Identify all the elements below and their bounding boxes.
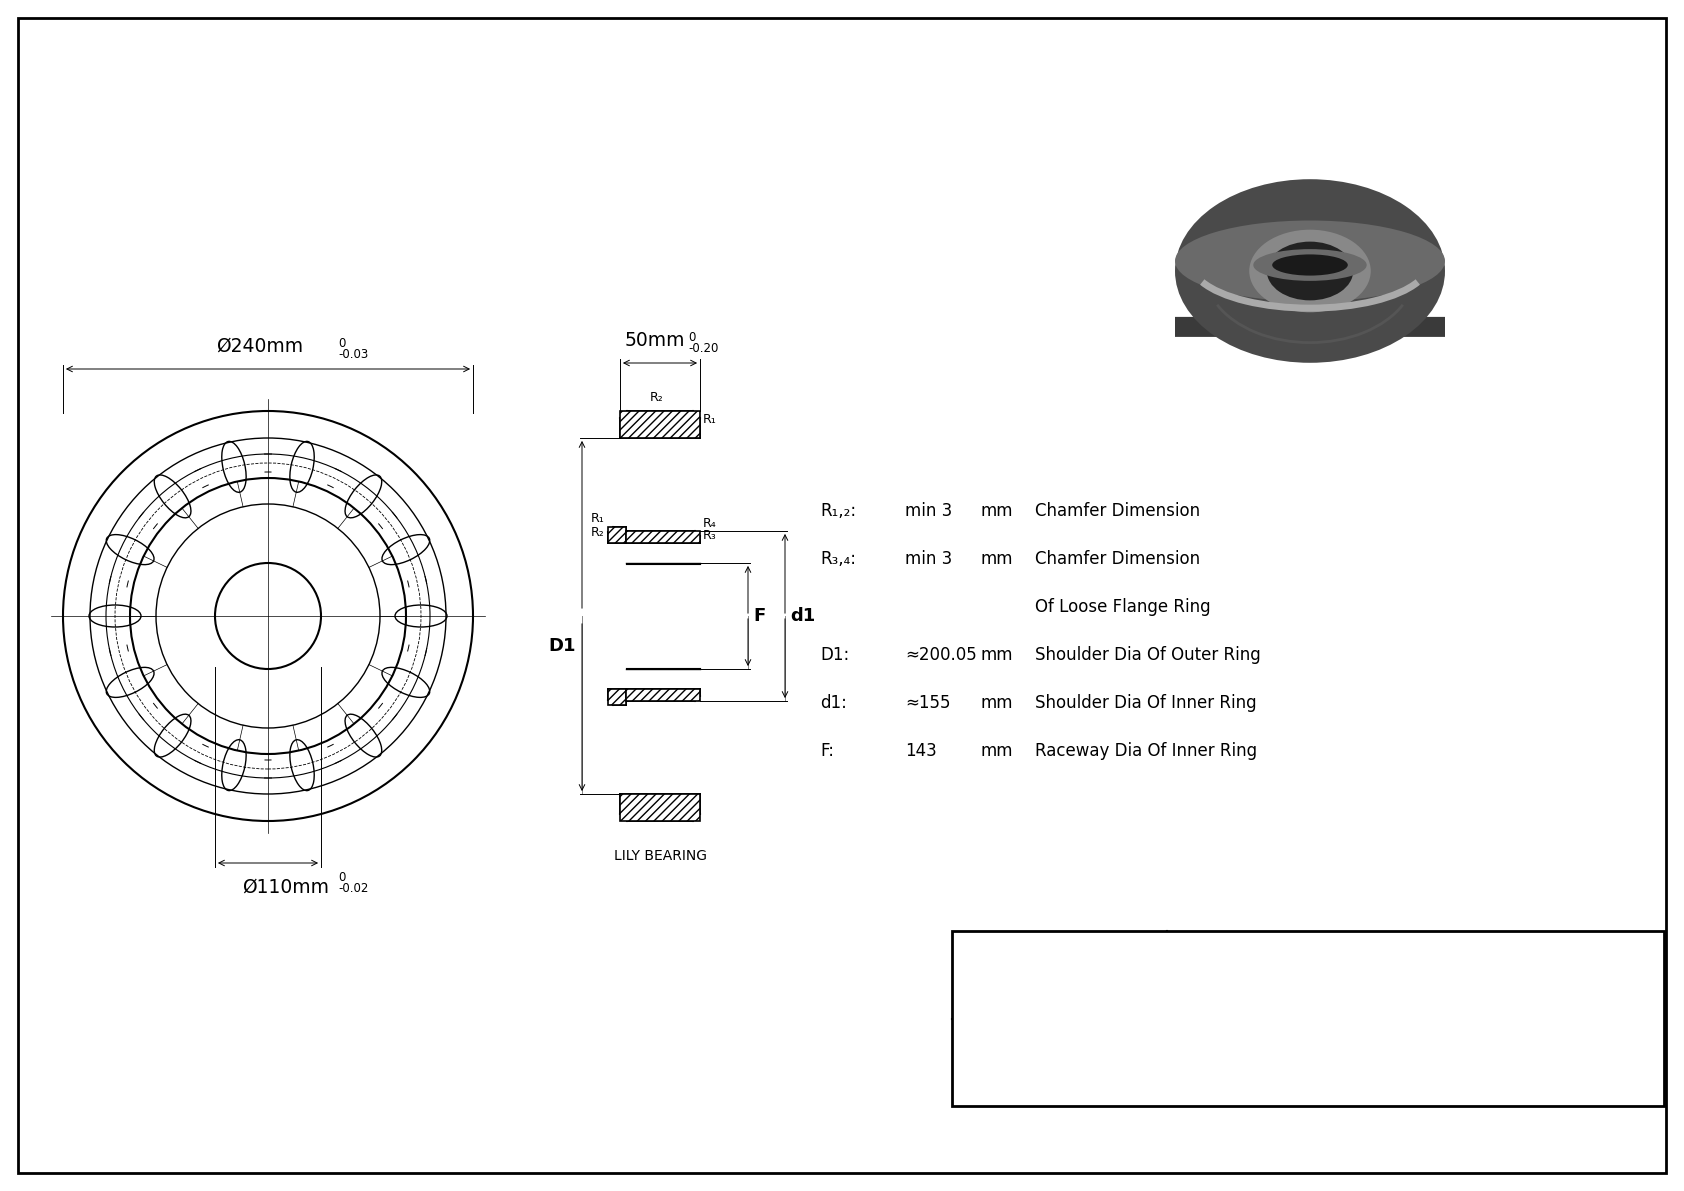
Text: NUP 322 ECP Cylindrical Roller Bearings: NUP 322 ECP Cylindrical Roller Bearings [1234,1053,1596,1071]
Text: R₁,₂:: R₁,₂: [820,501,855,520]
Bar [620,411,701,438]
Text: R₁: R₁ [591,512,605,525]
Ellipse shape [1266,242,1354,300]
Text: SHANGHAI LILY BEARING LIMITED: SHANGHAI LILY BEARING LIMITED [1233,952,1598,971]
Text: Email: lilybearing@lily-bearing.com: Email: lilybearing@lily-bearing.com [1273,981,1558,997]
Text: Part: Part [1042,1045,1078,1062]
Text: LILY: LILY [994,949,1110,1000]
Bar [608,690,626,705]
Text: -0.20: -0.20 [689,342,719,355]
Text: R₂: R₂ [650,391,663,404]
Ellipse shape [1271,255,1347,275]
Text: R₁: R₁ [702,413,717,426]
Text: Shoulder Dia Of Inner Ring: Shoulder Dia Of Inner Ring [1036,694,1256,712]
Text: R₂: R₂ [591,526,605,540]
Text: ®: ® [1103,948,1120,966]
Bar [626,531,701,543]
Text: ≈200.05: ≈200.05 [904,646,977,665]
Bar [620,794,701,821]
Text: R₃,₄:: R₃,₄: [820,550,855,568]
Text: Ø110mm: Ø110mm [242,878,330,897]
Text: mm: mm [980,646,1012,665]
Text: mm: mm [980,550,1012,568]
Text: F:: F: [820,742,834,760]
Bar [608,526,626,543]
Bar [608,526,626,543]
Bar [620,794,701,821]
FancyBboxPatch shape [1175,317,1445,337]
Text: R₃: R₃ [702,529,717,542]
Text: 50mm: 50mm [625,331,685,350]
Text: Shoulder Dia Of Outer Ring: Shoulder Dia Of Outer Ring [1036,646,1261,665]
Text: 0: 0 [338,871,345,884]
Ellipse shape [1253,249,1367,281]
Text: Number: Number [1024,1062,1096,1080]
Ellipse shape [1175,220,1445,301]
Text: mm: mm [980,694,1012,712]
Bar [608,690,626,705]
Text: d1: d1 [790,607,815,625]
Text: min 3: min 3 [904,550,951,568]
Text: Ø240mm: Ø240mm [217,337,303,356]
Text: Of Loose Flange Ring: Of Loose Flange Ring [1036,598,1211,616]
Text: d1:: d1: [820,694,847,712]
Bar [626,690,701,701]
Bar [626,690,701,701]
Text: min 3: min 3 [904,501,951,520]
Bar [626,531,701,543]
Ellipse shape [1250,230,1371,312]
Text: D1: D1 [549,637,576,655]
Text: Chamfer Dimension: Chamfer Dimension [1036,501,1201,520]
Text: 0: 0 [338,337,345,350]
Text: -0.03: -0.03 [338,348,369,361]
Text: Raceway Dia Of Inner Ring: Raceway Dia Of Inner Ring [1036,742,1258,760]
Text: mm: mm [980,742,1012,760]
Text: D1:: D1: [820,646,849,665]
Text: F: F [753,607,765,625]
Bar [620,411,701,438]
Ellipse shape [1175,179,1445,363]
Text: mm: mm [980,501,1012,520]
Text: LILY BEARING: LILY BEARING [613,849,707,863]
Text: ≈155: ≈155 [904,694,950,712]
Text: -0.02: -0.02 [338,883,369,894]
Text: 0: 0 [689,331,695,344]
Text: Chamfer Dimension: Chamfer Dimension [1036,550,1201,568]
Text: 143: 143 [904,742,936,760]
Bar [951,931,1664,1106]
Text: R₄: R₄ [702,517,717,530]
